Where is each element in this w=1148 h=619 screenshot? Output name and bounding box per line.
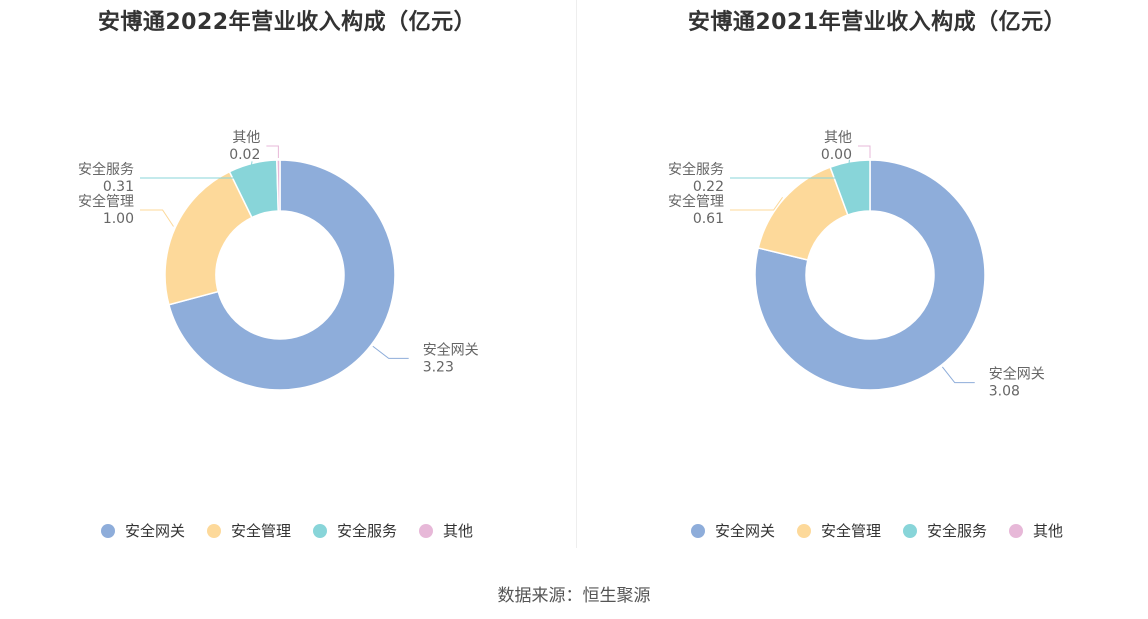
- legend-item-gateway[interactable]: 安全网关: [690, 520, 775, 541]
- chart-legend: 安全网关 安全管理 安全服务 其他: [590, 520, 1148, 541]
- legend-item-service[interactable]: 安全服务: [313, 520, 397, 541]
- slice-category-label: 安全服务: [668, 161, 724, 178]
- slice-value-label: 0.22: [693, 179, 724, 195]
- legend-dot-icon: [419, 523, 434, 538]
- donut-slice-gateway[interactable]: [754, 159, 986, 391]
- legend-label: 安全服务: [337, 522, 398, 540]
- leader-line: [941, 366, 975, 384]
- legend-dot-icon: [206, 523, 221, 538]
- legend-item-management[interactable]: 安全管理: [796, 520, 881, 541]
- slice-category-label: 安全管理: [78, 193, 134, 210]
- donut-slice-service[interactable]: [829, 159, 871, 216]
- leader-line: [372, 345, 409, 359]
- legend-dot-icon: [796, 523, 811, 538]
- chart-panel-2022: 安博通2022年营业收入构成（亿元） 安全网关 3.23 安全管理 1.00 安全服务 0…: [0, 0, 574, 560]
- donut-slice-management[interactable]: [757, 166, 849, 261]
- legend-label: 安全网关: [714, 522, 775, 540]
- legend-dot-icon: [313, 523, 327, 538]
- slice-category-label: 安全网关: [989, 366, 1045, 383]
- slice-value-label: 0.02: [229, 147, 260, 163]
- chart-title: 安博通2021年营业收入构成（亿元）: [687, 10, 1067, 35]
- legend-label: 其他: [1033, 522, 1064, 540]
- legend-label: 其他: [443, 522, 474, 540]
- donut-slice-other[interactable]: [276, 159, 281, 212]
- slice-category-label: 安全管理: [668, 193, 724, 210]
- slice-category-label: 安全服务: [78, 161, 134, 178]
- legend-item-other[interactable]: 其他: [1009, 520, 1063, 541]
- slice-category-label: 其他: [824, 130, 852, 146]
- legend-label: 安全管理: [820, 522, 881, 540]
- leader-line: [730, 196, 784, 211]
- legend-dot-icon: [1009, 523, 1024, 538]
- legend-dot-icon: [100, 523, 115, 538]
- slice-value-label: 0.31: [103, 179, 134, 195]
- slice-value-label: 1.00: [103, 211, 134, 227]
- legend-label: 安全网关: [124, 522, 185, 540]
- legend-item-management[interactable]: 安全管理: [206, 520, 291, 541]
- legend-item-gateway[interactable]: 安全网关: [100, 520, 185, 541]
- panel-divider: [576, 0, 577, 548]
- legend-item-other[interactable]: 其他: [419, 520, 473, 541]
- slice-category-label: 安全网关: [423, 341, 479, 358]
- donut-slice-gateway[interactable]: [167, 159, 396, 391]
- legend-label: 安全管理: [230, 522, 291, 540]
- slice-value-label: 0.00: [821, 147, 852, 163]
- leader-line: [140, 161, 253, 179]
- legend-dot-icon: [903, 523, 917, 538]
- leader-line: [266, 145, 279, 159]
- chart-panel-2021: 安博通2021年营业收入构成（亿元） 安全网关 3.08 安全管理 0.61 安全服务 0…: [590, 0, 1148, 560]
- legend-dot-icon: [690, 523, 705, 538]
- slice-category-label: 其他: [232, 130, 260, 146]
- slice-value-label: 0.61: [693, 211, 724, 227]
- data-source-note: 数据来源：恒生聚源: [497, 586, 651, 606]
- slice-value-label: 3.23: [423, 359, 454, 375]
- chart-legend: 安全网关 安全管理 安全服务 其他: [0, 520, 574, 541]
- leader-line: [730, 159, 850, 179]
- leader-line: [858, 145, 871, 158]
- legend-item-service[interactable]: 安全服务: [903, 520, 987, 541]
- slice-value-label: 3.08: [989, 384, 1020, 400]
- chart-title: 安博通2022年营业收入构成（亿元）: [97, 10, 477, 35]
- legend-label: 安全服务: [927, 522, 988, 540]
- leader-line: [140, 209, 174, 227]
